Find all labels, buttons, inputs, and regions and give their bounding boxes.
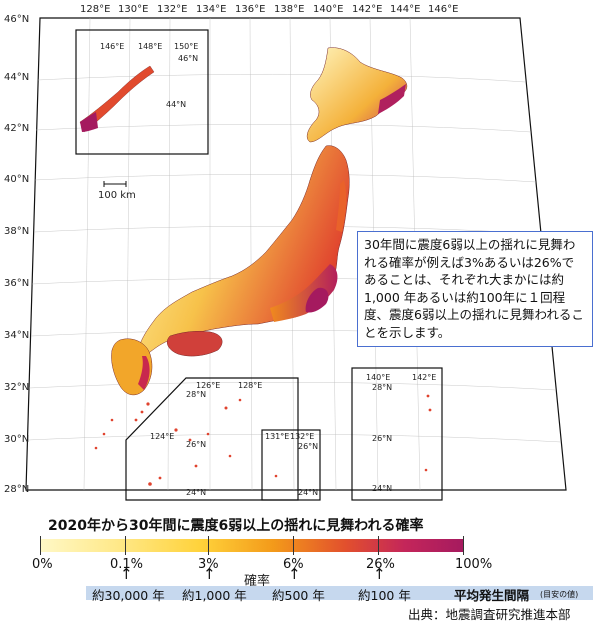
legend-title: 2020年から30年間に震度6弱以上の揺れに見舞われる確率 xyxy=(48,518,424,534)
interval-title: 平均発生間隔 xyxy=(454,588,530,603)
kanto-high xyxy=(305,287,329,313)
percent-label: 6% xyxy=(283,557,304,572)
lat-label: 32°N xyxy=(4,382,30,393)
lon-label: 142°E xyxy=(352,4,383,15)
inset-lon-label: 146°E xyxy=(100,42,125,51)
lon-label: 144°E xyxy=(390,4,421,15)
inset-lon-label: 132°E xyxy=(290,432,315,441)
tohoku-pacific xyxy=(336,180,347,232)
inset-lat-label: 24°N xyxy=(298,488,319,497)
probability-color-scale xyxy=(40,539,464,552)
inset-lat-label: 44°N xyxy=(166,100,187,109)
hazard-map xyxy=(25,17,567,501)
interval-note: (目安の値) xyxy=(540,590,579,599)
interval-label: 約30,000 年 xyxy=(92,588,165,603)
scale-tick xyxy=(125,536,126,555)
lat-label: 28°N xyxy=(4,484,30,495)
hokkaido-coast-high xyxy=(378,84,406,114)
scale-tick xyxy=(293,536,294,555)
lon-label: 132°E xyxy=(157,4,188,15)
explanation-note: 30年間に震度6弱以上の揺れに見舞われる確率が例えば3%あるいは26%であること… xyxy=(357,231,593,347)
lat-label: 34°N xyxy=(4,330,30,341)
scale-tick xyxy=(463,536,464,555)
lon-label: 138°E xyxy=(274,4,305,15)
inset-hokkaido-east-frame xyxy=(75,29,209,155)
lon-label: 130°E xyxy=(118,4,149,15)
interval-label: 約1,000 年 xyxy=(182,588,247,603)
scale-bar-line xyxy=(103,181,127,187)
inset-lon-label: 128°E xyxy=(238,381,263,390)
inset-lat-label: 28°N xyxy=(186,390,207,399)
inset-lat-label: 26°N xyxy=(298,442,319,451)
percent-label: 26% xyxy=(366,557,395,572)
inset-lat-label: 24°N xyxy=(186,488,207,497)
lon-label: 136°E xyxy=(235,4,266,15)
kyushu-east-high xyxy=(138,356,150,390)
lat-label: 46°N xyxy=(4,14,30,25)
lon-label: 146°E xyxy=(428,4,459,15)
inset-ogasawara-frame xyxy=(351,367,443,501)
inset-lat-label: 26°N xyxy=(186,440,207,449)
honshu-pacific-high xyxy=(270,264,338,322)
ryukyu-islands xyxy=(94,394,432,486)
shikoku-island xyxy=(167,330,223,357)
arrow-up-icon: ↑ xyxy=(288,565,301,583)
scale-tick xyxy=(40,536,41,555)
interval-band xyxy=(86,586,593,600)
interval-label: 約500 年 xyxy=(272,588,325,603)
percent-label: 0.1% xyxy=(110,557,144,572)
inset-daito-frame xyxy=(125,377,299,501)
source-credit: 出典：地震調査研究推進本部 xyxy=(408,607,571,622)
lon-label: 140°E xyxy=(313,4,344,15)
hokkaido-island xyxy=(306,47,408,143)
interval-label: 約100 年 xyxy=(358,588,411,603)
inset-lat-label: 46°N xyxy=(178,54,199,63)
percent-label: 100% xyxy=(455,557,493,572)
lat-label: 38°N xyxy=(4,226,30,237)
lat-label: 30°N xyxy=(4,434,30,445)
arrow-up-icon: ↑ xyxy=(373,565,386,583)
lat-label: 44°N xyxy=(4,72,30,83)
axis-label: 確率 xyxy=(244,574,271,589)
inset-lon-label: 142°E xyxy=(412,373,437,382)
lat-label: 36°N xyxy=(4,278,30,289)
inset-lon-label: 131°E xyxy=(265,432,290,441)
lat-label: 42°N xyxy=(4,123,30,134)
arrow-up-icon: ↑ xyxy=(203,565,216,583)
inset-lat-label: 24°N xyxy=(372,484,393,493)
inset-lon-label: 140°E xyxy=(366,373,391,382)
scale-tick xyxy=(208,536,209,555)
lon-label: 128°E xyxy=(80,4,111,15)
lat-label: 40°N xyxy=(4,174,30,185)
inset-hokkaido-east-island xyxy=(79,65,155,133)
inset-lat-label: 28°N xyxy=(372,383,393,392)
inset-lat-label: 26°N xyxy=(372,434,393,443)
lon-label: 134°E xyxy=(196,4,227,15)
percent-label: 0% xyxy=(32,557,53,572)
scale-tick xyxy=(378,536,379,555)
inset-okinotori-frame xyxy=(261,429,321,501)
percent-label: 3% xyxy=(198,557,219,572)
arrow-up-icon: ↑ xyxy=(120,565,133,583)
inset-lon-label: 124°E xyxy=(150,432,175,441)
scale-label: 100 km xyxy=(98,190,136,201)
inset-lon-label: 150°E xyxy=(174,42,199,51)
inset-lon-label: 126°E xyxy=(196,381,221,390)
inset-lon-label: 148°E xyxy=(138,42,163,51)
